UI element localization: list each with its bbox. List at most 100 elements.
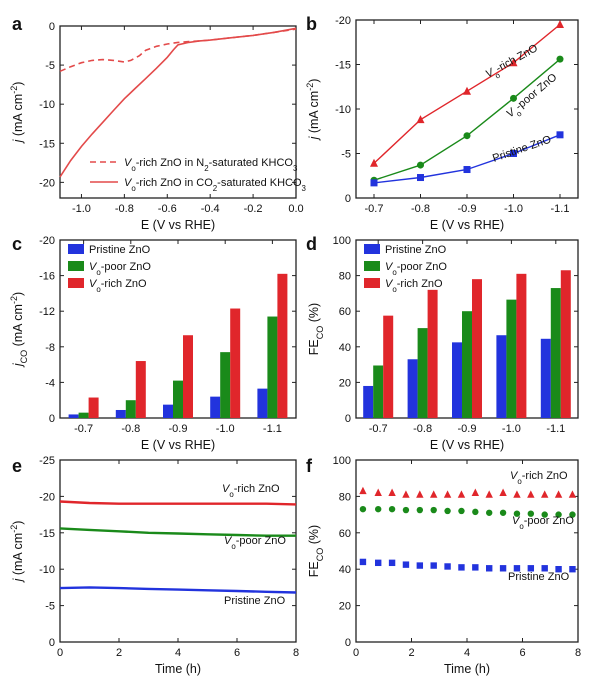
panel-b-ylabel: j (mA cm-2) [305,79,321,142]
panel-a-ylabel-part: -2 [9,86,19,94]
panel-a-series-line-1 [59,28,297,73]
panel-a-legend-label-1-part: V [124,157,133,169]
panel-f-point-pristine [430,562,437,569]
panel-d-bar-poor [373,365,384,418]
panel-a-xtick-label: -0.4 [201,203,220,215]
panel-a-xtick-label: -0.6 [158,203,177,215]
panel-e-annotation-1-part: o [229,490,234,499]
panel-b-point-pristine [510,150,517,157]
panel-e-ylabel-part: -2 [9,525,19,533]
panel-b-point-poor [510,94,517,102]
panel-f-point-pristine [444,563,451,570]
panel-f-xtick-label: 4 [464,647,470,659]
panel-d-bar-rich [516,273,527,418]
panel-b-point-pristine [417,174,424,182]
panel-b-annotation-1-part: -rich ZnO [494,42,540,75]
panel-d-legend-label-poor-part: -poor ZnO [397,261,448,273]
panel-f-point-rich [527,490,535,498]
panel-d-legend-swatch-pristine [364,244,380,254]
panel-c-legend-label-rich-part: o [96,285,101,294]
panel-d-bar-pristine [407,359,418,418]
panel-d-ytick-label: 60 [339,306,351,318]
panel-f-point-poor [402,506,410,514]
panel-b-point-rich [463,86,471,95]
panel-b-point-poor [417,161,424,169]
panel-f-point-poor [513,510,521,517]
panel-a-legend-label-1-part: o [131,164,136,173]
panel-e-annotation-2-part: -poor ZnO [236,535,287,547]
panel-f-point-rich [471,488,480,496]
panel-c-ytick-label: -16 [39,271,55,283]
panel-f-point-poor [388,505,396,513]
panel-f-point-pristine [541,565,548,572]
panel-b-point-rich [556,19,564,28]
panel-b-line-poor [373,58,561,181]
panel-b-point-poor [556,55,564,63]
panel-d-ytick-label: 40 [339,342,351,354]
panel-e-ytick-label: -15 [39,528,55,540]
panel-e-line-rich [59,500,297,506]
panel-c-bar-poor [220,352,231,418]
panel-f-ylabel-part: FE [307,561,321,577]
panel-c-bar-rich [135,361,146,418]
panel-c-bar-poor [78,412,89,418]
panel-f-point-rich [554,490,563,498]
panel-d-bar-poor [550,288,561,418]
panel-c-legend-label-pristine-part: Pristine ZnO [89,244,151,256]
panel-d-legend-label-pristine: Pristine ZnO [385,244,447,256]
panel-c-xtick-label: -0.7 [74,423,93,435]
panel-e-ylabel-part: (mA cm [11,533,25,575]
panel-c-bar-pristine [210,396,221,418]
panel-b-annotation-2-part: o [514,108,524,118]
panel-b-point-pristine [463,166,471,174]
panel-c-legend-label-poor: Vo-poor ZnO [89,261,151,277]
panel-f-annotation-1: Vo-rich ZnO [510,470,568,486]
panel-c-legend-label-pristine: Pristine ZnO [89,244,151,256]
panel-a-xtick-label: 0.0 [288,203,303,215]
panel-e-ylabel: j (mA cm-2) [9,521,25,584]
panel-f-point-poor [541,511,548,518]
panel-f-point-rich [568,490,577,498]
panel-d-xtick-label: -0.9 [458,423,477,435]
panel-c-bar-pristine [163,404,173,418]
panel-c-legend-label-rich-part: V [89,278,98,290]
panel-e-xtick-label: 0 [57,647,63,659]
panel-c-bar-poor [125,400,136,418]
panel-f-point-pristine [569,566,576,573]
panel-e-line-poor [59,527,296,537]
panel-d-ylabel-part: FE [307,339,321,355]
panel-d-legend-label-rich-part: o [392,285,397,294]
panel-c-ylabel-part: CO [19,350,29,364]
panel-b-annotation-3: Pristine ZnO [491,133,553,164]
panel-f-point-pristine [499,565,507,572]
panel-e-annotation-2-part: V [224,535,233,547]
panel-f-point-rich [430,490,438,498]
panel-f-point-pristine [513,565,521,572]
panel-f-point-pristine [375,559,382,567]
panel-c-xtick-label: -0.8 [121,423,140,435]
panel-f-xtick-label: 8 [575,647,581,659]
panel-b-ytick-label: 0 [345,193,351,205]
panel-a-panel-letter: a [12,14,23,34]
panel-f-point-poor [458,507,465,515]
panel-f-point-poor [416,506,424,514]
panel-e-ytick-label: -20 [39,491,55,503]
panel-e-ylabel-part: ) [11,521,25,525]
panel-b-ytick-label: -10 [335,104,351,116]
panel-f-ytick-label: 0 [345,637,351,649]
panel-f-frame [355,459,579,643]
panel-c-ylabel: jCO (mA cm-2) [9,292,29,368]
panel-c-legend-swatch-poor [68,261,84,271]
panel-e-xtick-label: 6 [234,647,240,659]
panel-d-xtick-label: -0.8 [413,423,432,435]
panel-b-ytick-label: -5 [341,149,351,161]
panel-a-legend-label-1-part: 2 [204,164,208,173]
panel-f-point-poor [444,507,451,515]
panel-c-ytick-label: -4 [45,377,55,389]
panel-f-annotation-1-part: o [517,477,522,486]
panel-c-bar-rich [230,308,241,418]
panel-d-bar-poor [506,299,517,418]
panel-d-bar-pristine [496,335,507,418]
panel-f-annotation-2: Vo-poor ZnO [512,515,574,531]
